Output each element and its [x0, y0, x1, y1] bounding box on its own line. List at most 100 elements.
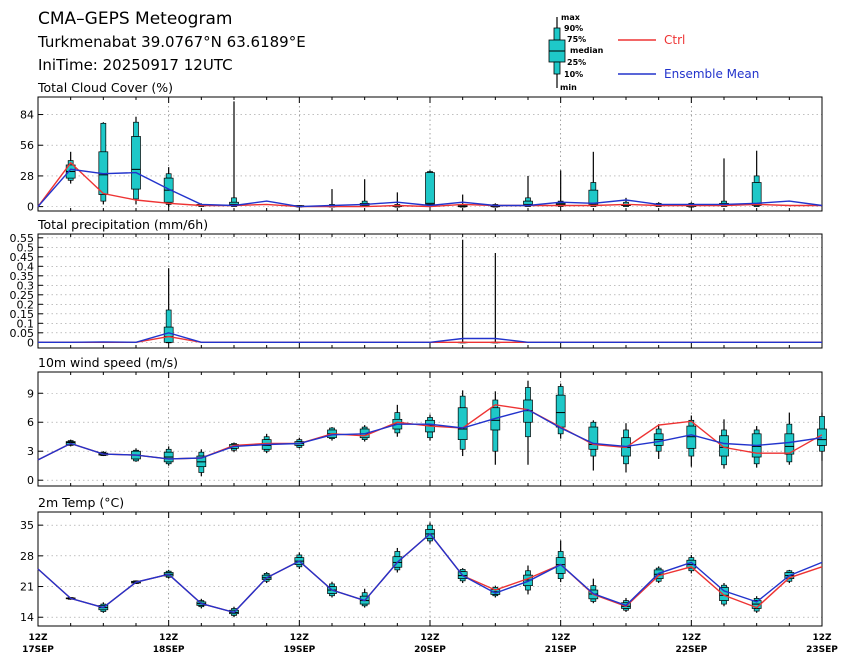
- xtick-label-hour: 12Z: [28, 633, 48, 643]
- box-cloud: [131, 116, 141, 205]
- mean-line-cloud: [37, 168, 823, 208]
- box-upper-tail: [721, 429, 727, 437]
- box-upper-tail: [394, 412, 401, 420]
- panel-precip: Total precipitation (mm/6h)00.050.10.150…: [10, 217, 823, 349]
- init-time-label: IniTime: 20250917 12UTC: [38, 56, 233, 74]
- box-wind: [588, 420, 599, 471]
- box-wind: [555, 383, 566, 439]
- box-cloud: [523, 175, 533, 207]
- ytick-label: 0.35: [10, 270, 35, 283]
- ytick-label: 0.5: [17, 241, 35, 254]
- box-upper-tail: [231, 197, 237, 203]
- box-upper-tail: [165, 448, 172, 453]
- ctrl-line-cloud: [37, 161, 822, 208]
- grid-temp: [38, 512, 822, 626]
- box-lower-tail: [459, 439, 466, 450]
- ytick-label: 0.25: [10, 289, 35, 302]
- ytick-label: 21: [20, 581, 34, 594]
- box-cloud: [588, 151, 599, 207]
- box-upper-tail: [786, 423, 793, 435]
- box-lower-tail: [394, 566, 401, 571]
- box-temp: [686, 554, 697, 574]
- box-upper-tail: [394, 551, 401, 558]
- boxes-cloud: [65, 101, 762, 208]
- box-lower-tail: [819, 445, 825, 452]
- box-iqr: [131, 136, 141, 190]
- ytick-label: 0.15: [10, 308, 35, 321]
- ytick-label: 0.05: [10, 327, 35, 340]
- ytick-label: 0: [27, 474, 34, 487]
- legend-p90-box: [553, 27, 561, 41]
- box-wind: [751, 426, 762, 468]
- ytick-label: 56: [20, 139, 34, 152]
- legend-p90-label: 90%: [564, 24, 583, 33]
- box-lower-tail: [655, 578, 662, 582]
- box-lower-tail: [590, 448, 597, 457]
- ytick-label: 3: [27, 445, 34, 458]
- xtick-label-hour: 12Z: [290, 633, 310, 643]
- boxes-precip: [163, 239, 501, 344]
- box-iqr: [457, 407, 468, 440]
- panel-title-cloud: Total Cloud Cover (%): [37, 80, 173, 95]
- xtick-label-hour: 12Z: [812, 633, 832, 643]
- box-upper-tail: [655, 428, 662, 435]
- box-temp: [555, 540, 566, 583]
- box-upper-tail: [753, 175, 760, 183]
- box-precip: [163, 268, 174, 344]
- xtick-label-date: 23SEP: [806, 645, 838, 655]
- ytick-label: 35: [20, 519, 34, 532]
- box-lower-tail: [590, 598, 597, 602]
- legend-p25-label: 25%: [567, 58, 586, 67]
- box-upper-tail: [427, 417, 433, 421]
- box-lower-tail: [427, 431, 433, 439]
- box-upper-tail: [198, 451, 205, 457]
- box-cloud: [457, 194, 468, 208]
- panel-frame-precip: [37, 233, 823, 349]
- box-upper-tail: [688, 557, 695, 561]
- box-iqr: [719, 435, 729, 457]
- box-cloud: [327, 189, 337, 208]
- box-lower-tail: [394, 428, 401, 434]
- box-upper-tail: [361, 592, 368, 597]
- box-wind: [457, 390, 468, 457]
- box-lower-tail: [100, 194, 107, 202]
- header: CMA–GEPS Meteogram Turkmenabat 39.0767°N…: [37, 9, 306, 74]
- box-lower-tail: [721, 600, 727, 605]
- box-lower-tail: [753, 608, 760, 612]
- box-lower-tail: [786, 453, 793, 463]
- box-lower-tail: [753, 456, 760, 465]
- box-iqr: [784, 433, 795, 455]
- legend-p75-label: 75%: [567, 35, 586, 44]
- chart-title: CMA–GEPS Meteogram: [38, 9, 232, 29]
- box-wind: [784, 412, 795, 465]
- xtick-label-date: 19SEP: [283, 645, 315, 655]
- panel-title-wind: 10m wind speed (m/s): [38, 355, 178, 370]
- box-upper-tail: [623, 429, 629, 439]
- ytick-label: 0.45: [10, 251, 35, 264]
- panel-temp: 2m Temp (°C) 14 21 28 35: [20, 495, 823, 627]
- xtick-label-hour: 12Z: [159, 633, 179, 643]
- xtick-label-hour: 12Z: [551, 633, 571, 643]
- box-wind: [163, 446, 174, 466]
- box-temp: [751, 596, 762, 613]
- xtick-label-hour: 12Z: [682, 633, 702, 643]
- xtick-label-date: 22SEP: [675, 645, 707, 655]
- ctrl-line-precip: [38, 335, 822, 343]
- ytick-label: 0: [27, 336, 34, 349]
- box-upper-tail: [525, 570, 531, 576]
- box-iqr: [751, 182, 762, 206]
- location-label: Turkmenabat 39.0767°N 63.6189°E: [37, 33, 306, 51]
- legend-median-label: median: [570, 46, 604, 55]
- box-upper-tail: [133, 121, 139, 137]
- box-lower-tail: [655, 445, 662, 452]
- box-iqr: [719, 587, 729, 601]
- box-lower-tail: [427, 537, 433, 542]
- grid-precip: [38, 234, 822, 348]
- box-lower-tail: [525, 421, 531, 438]
- box-upper-tail: [165, 309, 172, 328]
- box-upper-tail: [525, 197, 531, 202]
- panel-title-temp: 2m Temp (°C): [38, 495, 124, 510]
- legend-p10-label: 10%: [564, 70, 583, 79]
- ytick-label: 0.55: [10, 232, 35, 245]
